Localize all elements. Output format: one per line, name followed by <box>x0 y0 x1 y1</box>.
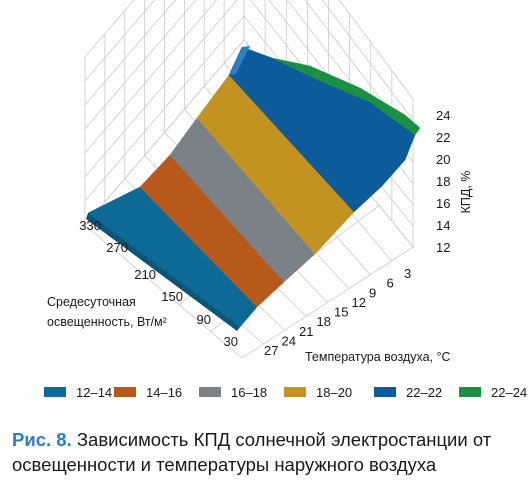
legend-label: 14–16 <box>146 384 183 400</box>
caption-figure-number: Рис. 8. <box>12 429 72 450</box>
caption-text: Зависимость КПД солнечной электростанции… <box>12 429 492 475</box>
floor-frame <box>84 39 414 359</box>
z-axis-label: КПД, % <box>459 171 473 214</box>
y-tick-label: 12 <box>352 295 366 310</box>
x-axis-ticks: 30 90 150 210 270 330 <box>79 218 238 349</box>
figure-caption: Рис. 8. Зависимость КПД солнечной электр… <box>12 427 524 477</box>
z-tick-label: 22 <box>436 130 450 145</box>
x-tick-label: 150 <box>161 289 183 304</box>
grid-back-wall <box>84 0 245 227</box>
x-tick-label: 210 <box>134 267 156 282</box>
y-axis-label: Температура воздуха, °C <box>305 350 451 364</box>
legend-label: 18–20 <box>316 384 353 400</box>
legend-swatch <box>284 387 306 397</box>
x-tick-label: 270 <box>106 240 128 255</box>
legend-swatch <box>44 387 66 397</box>
legend-label: 22–24 <box>491 384 528 400</box>
surface-band-22–24 <box>271 57 421 136</box>
legend-swatch <box>114 387 136 397</box>
z-tick-label: 16 <box>436 196 450 211</box>
back-wall-gridline <box>84 0 156 82</box>
legend-item: 22–24 <box>459 383 527 401</box>
x-axis-label-line2: освещенность, Вт/м² <box>47 315 167 329</box>
x-tick-label: 30 <box>224 334 238 349</box>
z-tick-label: 18 <box>436 174 450 189</box>
z-tick-label: 14 <box>436 218 450 233</box>
surface-front-edge <box>86 213 240 331</box>
legend: 12–14 14–16 16–18 18–20 22–22 22–24 <box>44 383 527 401</box>
legend-swatch <box>459 387 481 397</box>
legend-item: 18–20 <box>284 383 352 401</box>
y-tick-label: 9 <box>369 285 376 300</box>
y-tick-label: 18 <box>317 314 331 329</box>
legend-label: 12–14 <box>76 384 113 400</box>
y-tick-label: 24 <box>282 333 296 348</box>
x-tick-label: 330 <box>79 218 101 233</box>
z-axis-ticks: 12 14 16 18 20 22 24 <box>436 108 450 255</box>
z-tick-label: 20 <box>436 152 450 167</box>
y-tick-label: 21 <box>299 324 313 339</box>
legend-item: 16–18 <box>199 383 267 401</box>
y-tick-label: 27 <box>264 343 278 358</box>
surface-crest-highlight <box>229 46 250 75</box>
legend-swatch <box>199 387 221 397</box>
y-tick-label: 3 <box>404 266 411 281</box>
legend-item: 12–14 <box>44 383 112 401</box>
legend-item: 14–16 <box>114 383 182 401</box>
x-tick-label: 90 <box>197 312 211 327</box>
z-tick-label: 12 <box>436 240 450 255</box>
legend-swatch <box>374 387 396 397</box>
legend-label: 16–18 <box>231 384 268 400</box>
surface-bands <box>86 46 421 331</box>
y-tick-label: 6 <box>387 276 394 291</box>
y-tick-label: 15 <box>334 305 348 320</box>
legend-label: 22–22 <box>406 384 443 400</box>
legend-item: 22–22 <box>374 383 442 401</box>
z-tick-label: 24 <box>436 108 450 123</box>
x-axis-label-line1: Средесуточная <box>47 295 136 309</box>
